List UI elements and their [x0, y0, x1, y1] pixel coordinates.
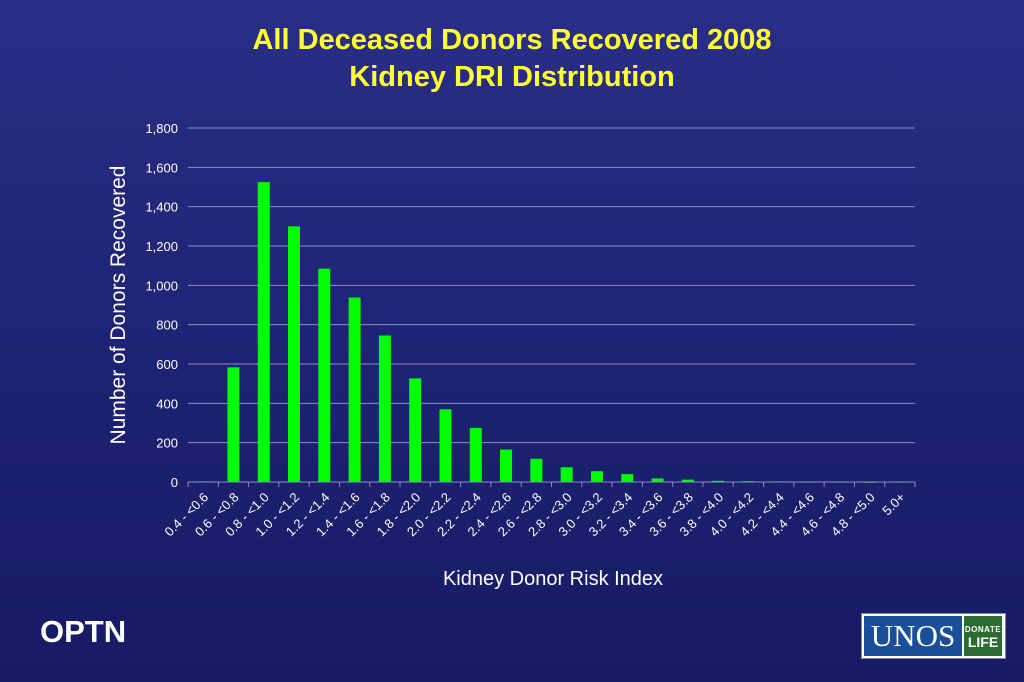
- bar: [530, 458, 543, 482]
- optn-label: OPTN: [40, 614, 127, 649]
- x-tick-label: 5.0+: [879, 490, 908, 519]
- bar: [227, 367, 240, 482]
- bar: [621, 474, 634, 482]
- y-tick-label: 0: [171, 475, 178, 490]
- donate-life-badge: DONATE LIFE: [964, 616, 1002, 656]
- gridlines: [188, 127, 915, 444]
- bar: [560, 467, 573, 482]
- y-tick-label: 1,400: [145, 200, 178, 215]
- bar: [288, 226, 301, 482]
- life-text: LIFE: [967, 634, 999, 650]
- bar: [681, 479, 694, 482]
- chart-title-line2: Kidney DRI Distribution: [349, 61, 675, 93]
- y-tick-label: 400: [156, 396, 178, 411]
- unos-donate-life-logo: UNOS DONATE LIFE: [861, 613, 1006, 659]
- donate-text: DONATE: [964, 625, 1002, 634]
- y-axis-label: Number of Donors Recovered: [107, 166, 130, 445]
- y-tick-label: 800: [156, 318, 178, 333]
- x-axis-ticks: 0.4 - <0.60.6 - <0.80.8 - <1.01.0 - <1.2…: [162, 482, 916, 539]
- bar: [712, 480, 725, 482]
- bar: [469, 427, 482, 482]
- bar: [439, 409, 452, 482]
- bar: [651, 478, 664, 482]
- chart-title: All Deceased Donors Recovered 2008 Kidne…: [0, 22, 1024, 96]
- x-axis-label: Kidney Donor Risk Index: [443, 568, 663, 590]
- y-tick-label: 1,000: [145, 278, 178, 293]
- bar: [257, 182, 270, 483]
- y-axis-ticks: 0 200 400 600 800 1,000 1,200 1,400 1,600 1,800: [145, 121, 178, 490]
- bar: [348, 297, 361, 482]
- bar: [318, 268, 331, 482]
- chart-title-line1: All Deceased Donors Recovered 2008: [252, 24, 772, 56]
- y-tick-label: 1,200: [145, 239, 178, 254]
- bar: [590, 471, 603, 482]
- bars: [197, 182, 906, 483]
- y-tick-label: 1,800: [145, 121, 178, 136]
- y-tick-label: 200: [156, 436, 178, 451]
- y-tick-label: 600: [156, 357, 178, 372]
- bar: [500, 449, 513, 482]
- y-tick-label: 1,600: [145, 160, 178, 175]
- bar: [378, 335, 391, 482]
- unos-logo-text: UNOS: [864, 616, 962, 656]
- bar: [409, 378, 422, 482]
